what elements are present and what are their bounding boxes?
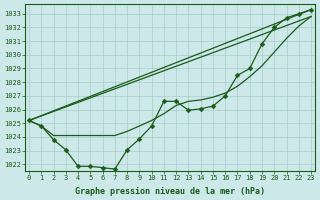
X-axis label: Graphe pression niveau de la mer (hPa): Graphe pression niveau de la mer (hPa) (75, 187, 265, 196)
